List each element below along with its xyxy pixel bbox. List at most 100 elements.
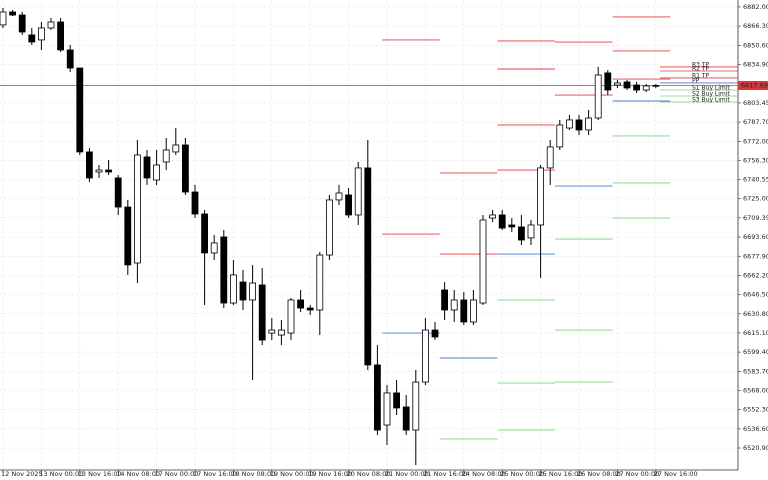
y-tick-label: 6615.10 [743, 329, 768, 337]
y-tick-label: 6583.70 [743, 367, 768, 375]
y-tick-label: 6834.90 [743, 60, 768, 68]
x-tick-label: 13 Nov 00:00 [39, 470, 83, 478]
candle-body [143, 156, 151, 179]
y-tick-label: 6677.90 [743, 252, 768, 260]
x-tick-label: 12 Nov 2025 [1, 470, 43, 478]
y-tick-label: 6850.60 [743, 41, 768, 49]
candle-body [335, 192, 343, 201]
candle-body [364, 167, 372, 366]
candle-body [124, 206, 132, 266]
last-price-box [738, 81, 768, 91]
candle-body [441, 289, 449, 311]
y-tick-label: 6787.70 [743, 118, 768, 126]
candle-body [546, 146, 554, 169]
y-tick-label: 6740.55 [743, 176, 768, 184]
candle-body [86, 151, 93, 179]
candle-body [249, 282, 257, 301]
candle-body [585, 117, 592, 131]
candle-body [9, 11, 17, 16]
candle-body [614, 82, 621, 86]
y-tick-label: 6693.60 [743, 233, 768, 241]
x-tick-label: 14 Nov 08:00 [116, 470, 160, 478]
last-price-label: 6817.69 [741, 82, 768, 90]
candle-body [66, 49, 74, 69]
candle-body [518, 226, 525, 241]
candle-body [383, 392, 391, 426]
y-tick-label: 6882.00 [743, 3, 768, 11]
x-tick-label: 20 Nov 08:00 [347, 470, 391, 478]
candle-body [402, 406, 410, 431]
candle-body [306, 307, 314, 311]
y-tick-label: 6803.45 [743, 99, 768, 107]
candle-body [460, 299, 468, 323]
candle-body [393, 392, 401, 409]
candle-body [76, 67, 84, 153]
candle-body [0, 11, 7, 26]
x-tick-label: 25 Nov 00:00 [500, 470, 544, 478]
level-label: S3 Buy Limit [692, 96, 730, 103]
x-tick-label: 18 Nov 08:00 [231, 470, 275, 478]
candle-body [594, 74, 602, 119]
candle-body [537, 167, 544, 226]
candle-body [354, 167, 362, 216]
x-tick-label: 21 Nov 16:00 [423, 470, 467, 478]
candle-body [57, 21, 64, 51]
candle-body [277, 329, 285, 336]
candle-body [162, 149, 170, 163]
x-tick-label: 17 Nov 16:00 [193, 470, 237, 478]
candle-body [210, 242, 218, 254]
candle-body [114, 177, 122, 208]
level-label: S2 Buy Limit [692, 91, 730, 98]
candle-body [18, 14, 26, 33]
candle-body [181, 144, 189, 193]
candle-body [373, 364, 381, 431]
y-tick-label: 6662.20 [743, 271, 768, 279]
candle-body [316, 254, 324, 311]
candle-body [95, 169, 103, 173]
candle-body [239, 281, 247, 301]
candle-body [153, 164, 161, 181]
level-label: R3 TP [692, 61, 710, 68]
candle-body [28, 34, 36, 43]
candle-body [527, 224, 535, 239]
candle-body [633, 84, 640, 91]
x-tick-label: 19 Nov 16:00 [308, 470, 352, 478]
x-tick-label: 19 Nov 00:00 [270, 470, 314, 478]
y-tick-label: 6520.90 [743, 444, 768, 452]
candle-body [220, 236, 228, 304]
y-tick-label: 6646.50 [743, 291, 768, 299]
y-tick-label: 6630.80 [743, 310, 768, 318]
y-tick-label: 6709.35 [743, 214, 768, 222]
candle-body [489, 214, 497, 219]
x-tick-label: 24 Nov 08:00 [462, 470, 506, 478]
x-tick-label: 21 Nov 00:00 [385, 470, 429, 478]
candle-body [172, 144, 180, 153]
candle-body [325, 199, 333, 256]
candle-body [556, 124, 564, 148]
y-tick-label: 6599.40 [743, 348, 768, 356]
y-tick-label: 6866.30 [743, 22, 768, 30]
x-tick-label: 26 Nov 08:00 [577, 470, 621, 478]
y-tick-label: 6725.00 [743, 195, 768, 203]
level-label: PP [692, 77, 700, 84]
candle-body [479, 219, 487, 304]
candle-body [191, 191, 199, 215]
candle-body [642, 85, 650, 91]
candle-body [431, 329, 439, 338]
candle-body [450, 299, 458, 311]
candle-body [297, 299, 305, 309]
candle-body [412, 381, 420, 431]
candle-body [268, 329, 276, 334]
candle-body [258, 284, 266, 341]
candle-body [345, 194, 353, 216]
candle-body [508, 224, 516, 228]
y-tick-label: 6552.30 [743, 406, 768, 414]
candle-body [105, 169, 112, 173]
level-label: S1 Buy Limit [692, 85, 730, 92]
candle-body [229, 274, 237, 304]
x-tick-label: 27 Nov 00:00 [615, 470, 659, 478]
x-tick-label: 27 Nov 16:00 [654, 470, 698, 478]
candle-body [469, 299, 477, 323]
candle-body [38, 27, 45, 41]
